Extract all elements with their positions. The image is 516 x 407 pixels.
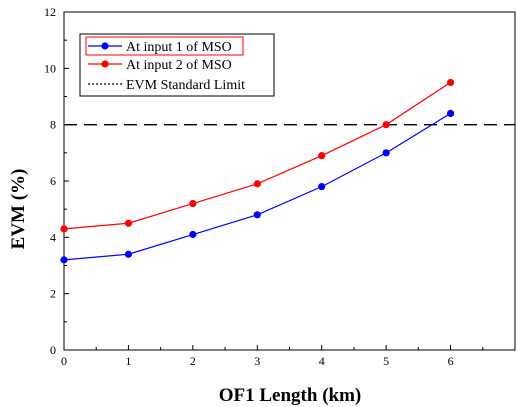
- series-2-point: [189, 199, 197, 208]
- x-tick-label: 1: [125, 354, 131, 368]
- legend-label: At input 2 of MSO: [126, 58, 232, 73]
- x-tick-label: 3: [254, 354, 260, 368]
- y-tick-label: 12: [44, 5, 56, 19]
- legend-swatch-marker: [101, 42, 109, 50]
- x-axis-label: OF1 Length (km): [219, 385, 362, 406]
- series-2-point: [124, 219, 133, 227]
- series-1-point: [318, 183, 326, 191]
- y-tick-label: 0: [50, 343, 56, 357]
- series-1-point: [60, 256, 68, 264]
- legend-highlight-box: [85, 36, 244, 56]
- series-group: [60, 78, 455, 264]
- series-1-point: [446, 109, 455, 117]
- y-axis-label: EVM (%): [8, 169, 29, 250]
- x-tick-label: 5: [383, 354, 389, 368]
- legend-label: At input 1 of MSO: [126, 40, 232, 55]
- series-1-point: [189, 230, 197, 239]
- x-tick-label: 6: [448, 354, 454, 368]
- legend: At input 1 of MSO At input 2 of MSO EVM St…: [79, 33, 275, 97]
- series-2-point: [382, 121, 390, 129]
- series-1-point: [382, 149, 390, 157]
- x-tick-label: 2: [190, 354, 196, 368]
- series-2-point: [318, 152, 326, 160]
- series-2-point: [60, 225, 68, 233]
- legend-swatch-marker: [101, 60, 109, 68]
- legend-box: [79, 33, 275, 97]
- y-tick-label: 6: [50, 174, 56, 188]
- y-tick-label: 4: [50, 230, 56, 244]
- series-1-point: [253, 211, 261, 219]
- series-2-point: [253, 180, 261, 188]
- y-tick-label: 10: [44, 61, 56, 75]
- series-line-2: [63, 81, 451, 230]
- legend-label: EVM Standard Limit: [126, 78, 245, 93]
- y-tick-label: 8: [50, 118, 56, 132]
- series-1-point: [124, 250, 133, 258]
- series-2-point: [446, 78, 455, 87]
- y-tick-label: 2: [50, 287, 56, 301]
- x-tick-label: 4: [319, 354, 325, 368]
- x-tick-label: 0: [61, 354, 67, 368]
